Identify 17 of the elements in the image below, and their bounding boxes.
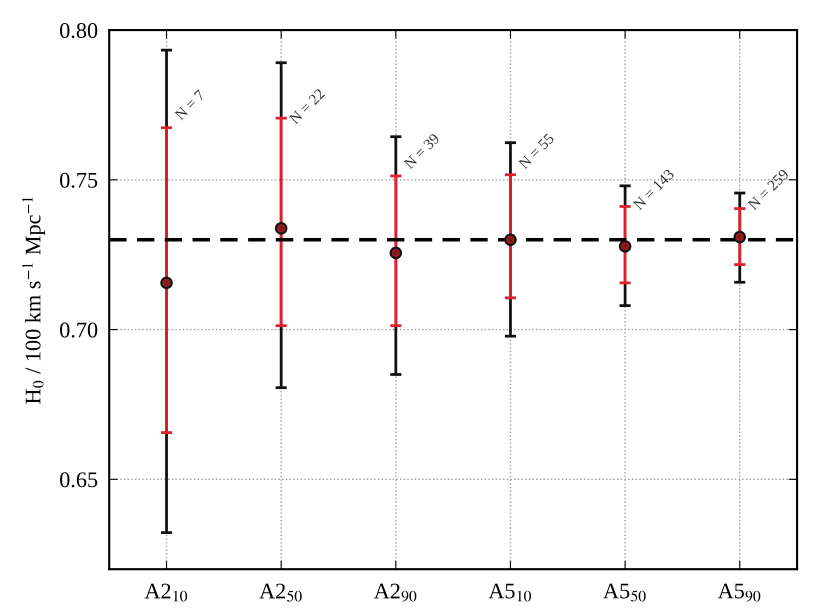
annotation: N = 259 xyxy=(747,168,790,210)
y-tick-label: 0.70 xyxy=(60,322,98,338)
y-tick-label: 0.75 xyxy=(60,172,98,188)
annotation: N = 7 xyxy=(174,89,206,121)
annotation: N = 22 xyxy=(288,88,326,124)
y-axis-title: H$_{0}$ / 100 km s$^{−1}$ Mpc$^{−1}$ xyxy=(22,197,46,404)
x-tick-label: A5$_{10}$ xyxy=(488,584,532,602)
y-tick-label: 0.65 xyxy=(60,472,98,488)
annotation: N = 55 xyxy=(518,132,555,170)
x-tick-label: A2$_{90}$ xyxy=(374,584,416,602)
x-tick-label: A2$_{50}$ xyxy=(259,584,302,602)
x-tick-label: A5$_{90}$ xyxy=(718,584,760,602)
y-tick-label: 0.80 xyxy=(60,23,98,38)
annotation: N = 39 xyxy=(403,132,440,170)
x-tick-label: A2$_{10}$ xyxy=(144,584,188,602)
x-tick-label: A5$_{50}$ xyxy=(603,584,646,602)
annotation: N = 143 xyxy=(632,168,675,210)
